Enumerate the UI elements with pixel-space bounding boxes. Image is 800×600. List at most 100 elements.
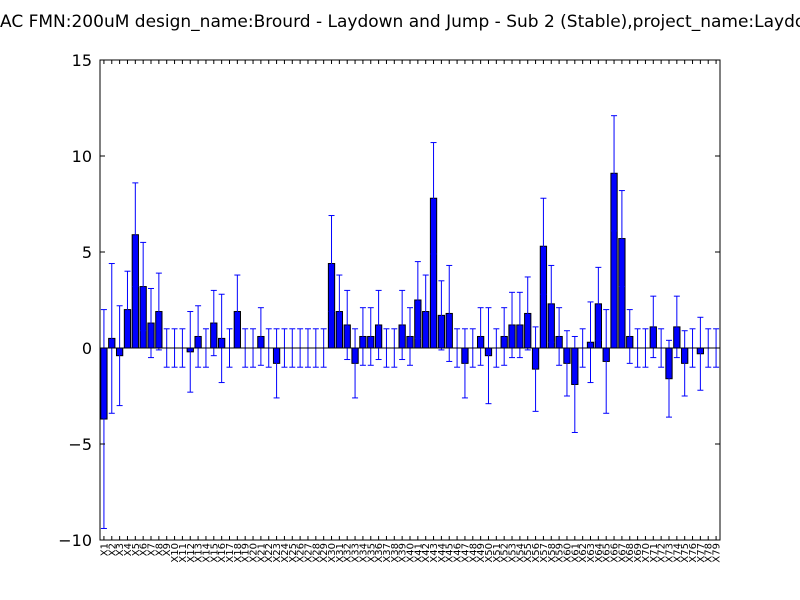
- x-tick-label: X27: [303, 543, 314, 563]
- x-tick-label: X25: [288, 543, 299, 563]
- y-tick-label: 5: [82, 243, 92, 262]
- y-tick-label: −10: [58, 531, 92, 550]
- error-bar-X57: [540, 197, 547, 295]
- x-tick-label: X47: [460, 543, 471, 563]
- x-tick-label: X30: [327, 543, 338, 563]
- error-bar-X8: [155, 272, 162, 351]
- x-tick-label: X66: [610, 543, 621, 563]
- x-tick-label: X75: [680, 543, 691, 563]
- error-bar-X68: [626, 309, 633, 364]
- error-bar-X3: [116, 305, 123, 407]
- x-tick-label: X46: [453, 543, 464, 563]
- x-tick-label: X23: [272, 543, 283, 563]
- error-bar-X64: [595, 266, 602, 341]
- x-tick-label: X20: [249, 543, 260, 563]
- x-tick-label: X8: [154, 543, 165, 556]
- chart-title: AC FMN:200uM design_name:Brourd - Laydow…: [0, 12, 800, 32]
- error-bar-X77: [697, 316, 704, 391]
- x-tick-label: X65: [602, 543, 613, 563]
- x-tick-label: X71: [649, 543, 660, 563]
- error-bar-X55: [524, 276, 531, 351]
- x-tick-label: X22: [264, 543, 275, 563]
- error-bar-X49: [477, 307, 484, 366]
- x-tick-label: X7: [147, 543, 158, 556]
- x-tick-label: X73: [664, 543, 675, 563]
- x-tick-label: X78: [704, 543, 715, 563]
- x-tick-label: X70: [641, 543, 652, 563]
- y-tick-label: 0: [82, 339, 92, 358]
- x-tick-label: X52: [500, 543, 511, 563]
- x-tick-label: X40: [406, 543, 417, 563]
- error-bar-X15: [210, 289, 217, 357]
- x-tick-label: X62: [578, 543, 589, 563]
- x-tick-label: X32: [343, 543, 354, 563]
- x-tick-label: X39: [398, 543, 409, 563]
- error-bar-X30: [328, 215, 335, 313]
- x-tick-label: X50: [484, 543, 495, 563]
- error-bar-X63: [587, 301, 594, 384]
- x-tick-label: X29: [319, 543, 330, 563]
- x-tick-label: X55: [523, 543, 534, 563]
- x-tick-label: X53: [508, 543, 519, 563]
- y-tick-label: 15: [72, 51, 92, 70]
- x-tick-label: X11: [178, 543, 189, 563]
- error-bar-X60: [563, 330, 570, 397]
- x-tick-label: X19: [241, 543, 252, 563]
- error-bar-X53: [509, 291, 516, 359]
- x-tick-label: X58: [547, 543, 558, 563]
- error-bar-X40: [407, 307, 413, 366]
- x-tick-label: X57: [539, 543, 550, 563]
- x-tick-label: X13: [194, 543, 205, 563]
- x-tick-label: X10: [170, 543, 181, 563]
- error-bar-X35: [367, 307, 374, 366]
- error-bar-X5: [132, 182, 139, 288]
- x-tick-label: X68: [625, 543, 636, 563]
- x-tick-label: X72: [657, 543, 668, 563]
- x-tick-label: X69: [633, 543, 644, 563]
- y-axis: −10 −5 0 5 10 15: [58, 51, 720, 550]
- error-bar-X50: [485, 307, 492, 405]
- x-tick-label: X31: [335, 543, 346, 563]
- error-bar-X6: [140, 241, 147, 332]
- error-bar-X54: [516, 291, 523, 359]
- error-bar-X41: [414, 261, 421, 339]
- x-tick-label: X77: [696, 543, 707, 563]
- error-bar-X13: [195, 305, 202, 368]
- x-tick-label: X38: [390, 543, 401, 563]
- x-tick-label: X2: [107, 543, 118, 556]
- x-tick-label: X63: [586, 543, 597, 563]
- error-bar-X12: [187, 311, 194, 393]
- x-tick-label: X33: [351, 543, 362, 563]
- x-tick-label: X36: [374, 543, 385, 563]
- error-bar-X1: [100, 309, 107, 529]
- error-bar-X16: [218, 293, 225, 384]
- error-bar-X43: [430, 142, 437, 255]
- plot-area-frame: [99, 59, 721, 541]
- error-bar-X67: [618, 190, 625, 288]
- error-bar-X23: [273, 328, 280, 399]
- x-tick-label: X5: [131, 543, 142, 556]
- x-tick-label: X76: [688, 543, 699, 563]
- error-bar-X44: [438, 280, 445, 351]
- error-bar-X7: [148, 287, 155, 359]
- x-tick-label: X56: [531, 543, 542, 563]
- x-tick-label: X14: [201, 543, 212, 563]
- x-tick-label: X35: [366, 543, 377, 563]
- y-tick-label: 10: [72, 147, 92, 166]
- error-bar-X33: [352, 328, 359, 399]
- x-tick-label: X61: [570, 543, 581, 563]
- x-tick-label: X48: [468, 543, 479, 563]
- error-bar-X47: [461, 328, 468, 399]
- x-tick-label: X26: [296, 543, 307, 563]
- x-tick-label: X3: [115, 543, 126, 556]
- x-tick-label: X79: [712, 543, 723, 563]
- x-tick-label: X24: [280, 543, 291, 563]
- error-bar-X21: [257, 307, 264, 366]
- x-tick-label: X12: [186, 543, 197, 563]
- x-tick-label: X43: [429, 543, 440, 563]
- x-tick-label: X54: [515, 543, 526, 563]
- error-bar-X66: [611, 115, 618, 232]
- error-bar-X52: [501, 307, 508, 366]
- x-tick-label: X6: [139, 543, 150, 556]
